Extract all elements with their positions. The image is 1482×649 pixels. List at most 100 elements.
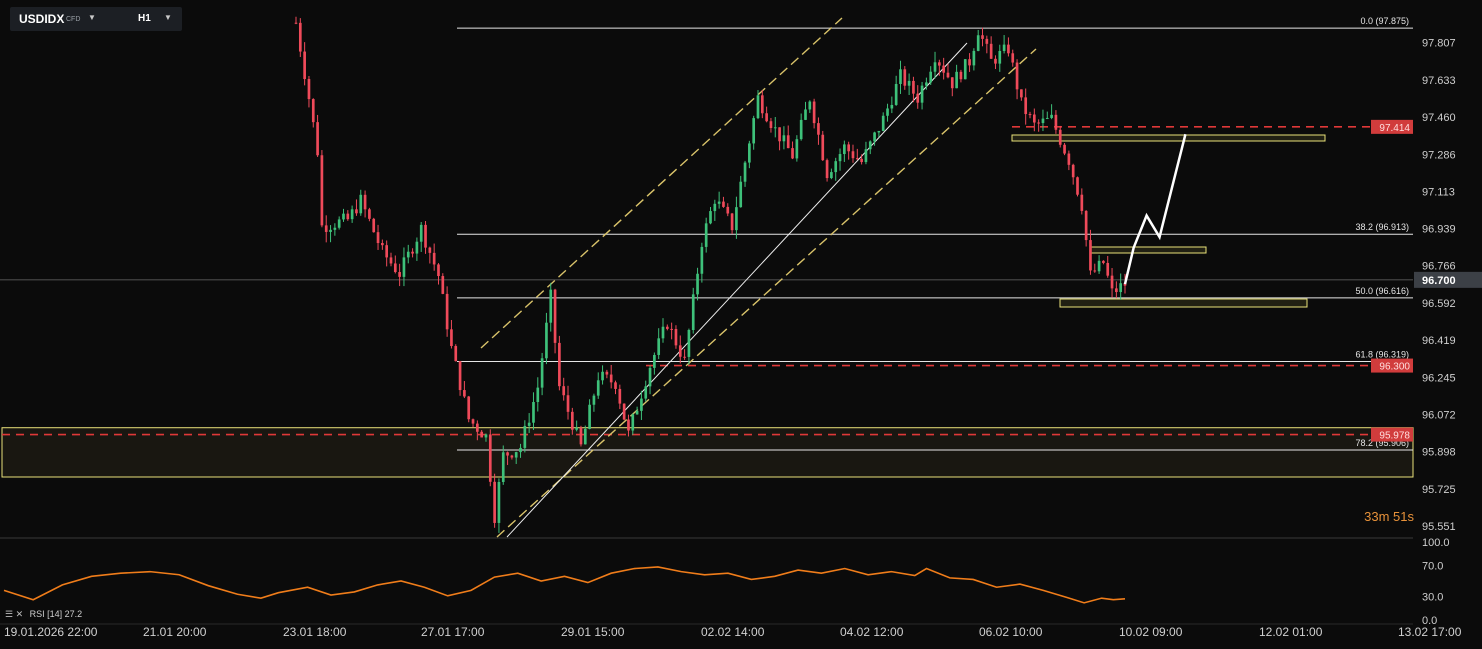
candle-body [454,346,458,362]
candle-body [830,172,833,179]
x-tick-label: 19.01.2026 22:00 [4,625,98,639]
candle-body [916,93,920,103]
candle-body [886,108,889,116]
candle-body [1020,89,1023,98]
candle-body [1054,114,1058,130]
y-tick-label: 95.551 [1422,521,1456,533]
candle-body [912,80,915,94]
rsi-tick-label: 30.0 [1422,592,1443,604]
x-tick-label: 06.02 10:00 [979,625,1043,639]
candle-body [532,402,535,423]
level-price-tag [1371,119,1413,134]
candle-body [899,69,902,84]
candle-body [670,328,673,330]
level-price-tag [1371,427,1413,442]
candle-body [1119,283,1123,293]
y-tick-label: 96.419 [1422,335,1456,347]
candle-body [622,403,626,420]
candle-body [925,82,928,86]
candle-body [527,422,531,426]
candle-body [691,294,695,331]
candle-body [1002,44,1006,51]
candle-body [739,181,743,208]
candle-body [402,257,406,277]
candle-body [476,423,479,432]
candle-body [1071,164,1075,178]
candle-body [342,213,345,220]
candle-body [562,386,566,396]
candle-body [700,246,704,274]
candle-body [782,135,786,142]
candle-body [1050,114,1053,118]
candle-body [756,95,760,119]
candle-body [765,113,768,122]
bar-countdown: 33m 51s [1364,509,1414,524]
timeframe-dropdown-icon[interactable]: ▼ [164,13,172,22]
candle-body [1106,262,1110,276]
timeframe-selector[interactable]: H1 [138,13,151,24]
candle-body [653,354,656,368]
candle-body [890,104,894,109]
candle-body [376,232,380,244]
trend-line [506,42,968,538]
target-box [1059,298,1308,308]
candle-body [428,247,432,253]
symbol-name[interactable]: USDIDX [19,12,65,26]
x-tick-label: 12.02 01:00 [1259,625,1323,639]
candle-body [635,410,639,415]
candle-body [717,201,721,204]
candle-body [1032,114,1036,123]
rsi-legend: ☰ ✕ RSI [14] 27.2 [5,609,82,620]
symbol-dropdown-icon[interactable]: ▼ [88,13,96,22]
candle-body [398,272,401,277]
candle-body [381,243,384,246]
candle-body [510,455,514,458]
rsi-tick-label: 100.0 [1422,537,1450,549]
candle-body [773,127,777,129]
candle-body [432,252,436,265]
y-tick-label: 95.725 [1422,484,1456,496]
candle-body [450,329,453,347]
candle-body [907,80,911,86]
candle-body [894,83,898,105]
projection-path [1123,133,1187,285]
fib-label: 0.0 (97.875) [1360,16,1409,26]
candle-body [804,109,807,120]
candle-body [1024,97,1028,115]
symbol-header[interactable]: USDIDX CFD ▼ H1 ▼ [10,7,182,31]
candle-body [678,345,682,357]
candle-body [648,367,652,387]
y-tick-label: 97.113 [1422,186,1455,198]
candle-body [1115,288,1118,293]
y-tick-label: 96.939 [1422,224,1456,236]
candle-body [799,119,803,140]
rsi-line [3,566,1126,604]
x-tick-label: 21.01 20:00 [143,625,207,639]
candle-body [1028,114,1032,116]
candle-body [929,71,933,83]
candle-body [1045,117,1049,119]
y-tick-label: 97.286 [1422,149,1456,161]
fib-label: 78.2 (95.906) [1355,438,1409,448]
current-price-tag [1414,271,1482,288]
candle-body [791,148,794,159]
candle-body [1097,260,1101,272]
fib-label: 50.0 (96.616) [1355,286,1409,296]
candle-body [657,338,661,355]
indicator-settings-icon[interactable]: ☰ ✕ [5,609,24,619]
candle-body [938,62,941,66]
rsi-tick-label: 70.0 [1422,560,1443,572]
candle-body [484,434,488,438]
candle-body [540,358,544,388]
candle-body [337,219,341,228]
level-price-label: 96.300 [1379,362,1410,373]
current-price-label: 96.700 [1422,275,1456,287]
candle-body [493,481,496,523]
candle-body [588,404,591,429]
candle-body [868,141,872,150]
candle-body [471,419,475,424]
candle-body [881,115,885,131]
candle-body [976,35,980,51]
candle-body [320,155,324,226]
